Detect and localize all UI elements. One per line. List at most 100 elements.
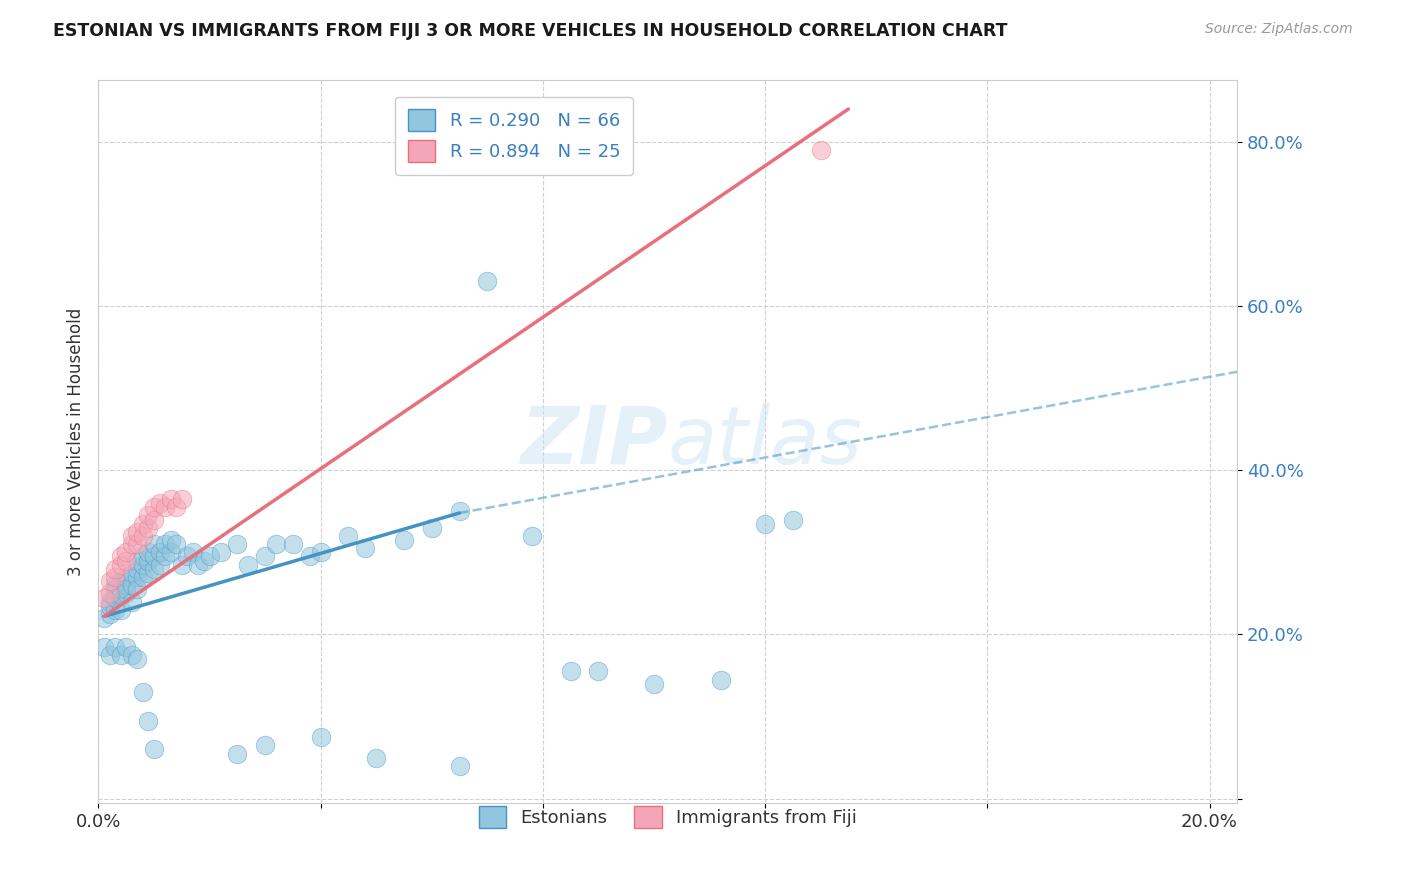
Point	[138, 521, 160, 535]
Point	[121, 537, 143, 551]
Point	[132, 558, 155, 572]
Point	[104, 578, 127, 592]
Point	[132, 516, 155, 531]
Point	[132, 549, 155, 564]
Point	[127, 537, 149, 551]
Point	[337, 529, 360, 543]
Point	[98, 574, 121, 588]
Text: Source: ZipAtlas.com: Source: ZipAtlas.com	[1205, 22, 1353, 37]
Text: ZIP: ZIP	[520, 402, 668, 481]
Point	[181, 545, 204, 559]
Point	[98, 599, 121, 613]
Point	[110, 582, 132, 597]
Point	[520, 529, 543, 543]
Point	[138, 508, 160, 523]
Point	[159, 533, 181, 547]
Point	[560, 665, 582, 679]
Point	[309, 730, 332, 744]
Point	[366, 750, 388, 764]
Point	[115, 553, 138, 567]
Point	[187, 558, 209, 572]
Point	[93, 591, 115, 605]
Point	[104, 591, 127, 605]
Point	[138, 566, 160, 580]
Point	[110, 588, 132, 602]
Point	[127, 570, 149, 584]
Point	[143, 500, 166, 515]
Point	[115, 545, 138, 559]
Point	[127, 582, 149, 597]
Point	[143, 562, 166, 576]
Point	[104, 640, 127, 654]
Point	[143, 549, 166, 564]
Point	[115, 570, 138, 584]
Point	[710, 673, 733, 687]
Point	[132, 570, 155, 584]
Point	[115, 582, 138, 597]
Point	[392, 533, 415, 547]
Point	[98, 594, 121, 608]
Point	[198, 549, 221, 564]
Point	[98, 648, 121, 662]
Point	[754, 516, 776, 531]
Point	[281, 537, 304, 551]
Point	[132, 529, 155, 543]
Point	[226, 747, 249, 761]
Point	[121, 529, 143, 543]
Point	[98, 607, 121, 621]
Text: atlas: atlas	[668, 402, 863, 481]
Point	[449, 504, 471, 518]
Point	[93, 611, 115, 625]
Point	[238, 558, 260, 572]
Point	[176, 549, 198, 564]
Point	[148, 496, 170, 510]
Point	[98, 586, 121, 600]
Point	[170, 558, 193, 572]
Point	[170, 491, 193, 506]
Point	[104, 562, 127, 576]
Point	[138, 553, 160, 567]
Point	[226, 537, 249, 551]
Point	[127, 652, 149, 666]
Point	[449, 759, 471, 773]
Point	[254, 739, 277, 753]
Point	[264, 537, 287, 551]
Point	[104, 603, 127, 617]
Point	[153, 549, 176, 564]
Point	[138, 545, 160, 559]
Point	[104, 582, 127, 597]
Point	[254, 549, 277, 564]
Point	[110, 648, 132, 662]
Point	[153, 500, 176, 515]
Point	[643, 677, 665, 691]
Point	[309, 545, 332, 559]
Point	[115, 586, 138, 600]
Point	[115, 578, 138, 592]
Point	[110, 603, 132, 617]
Point	[121, 594, 143, 608]
Point	[148, 545, 170, 559]
Point	[121, 566, 143, 580]
Y-axis label: 3 or more Vehicles in Household: 3 or more Vehicles in Household	[66, 308, 84, 575]
Point	[127, 562, 149, 576]
Point	[159, 545, 181, 559]
Point	[110, 574, 132, 588]
Point	[127, 553, 149, 567]
Point	[298, 549, 321, 564]
Point	[93, 640, 115, 654]
Point	[127, 524, 149, 539]
Point	[782, 512, 804, 526]
Text: ESTONIAN VS IMMIGRANTS FROM FIJI 3 OR MORE VEHICLES IN HOUSEHOLD CORRELATION CHA: ESTONIAN VS IMMIGRANTS FROM FIJI 3 OR MO…	[53, 22, 1008, 40]
Point	[193, 553, 215, 567]
Point	[159, 491, 181, 506]
Point	[588, 665, 610, 679]
Point	[132, 685, 155, 699]
Point	[165, 537, 187, 551]
Point	[115, 640, 138, 654]
Point	[143, 512, 166, 526]
Point	[138, 714, 160, 728]
Point	[110, 558, 132, 572]
Point	[143, 742, 166, 756]
Point	[143, 537, 166, 551]
Point	[148, 558, 170, 572]
